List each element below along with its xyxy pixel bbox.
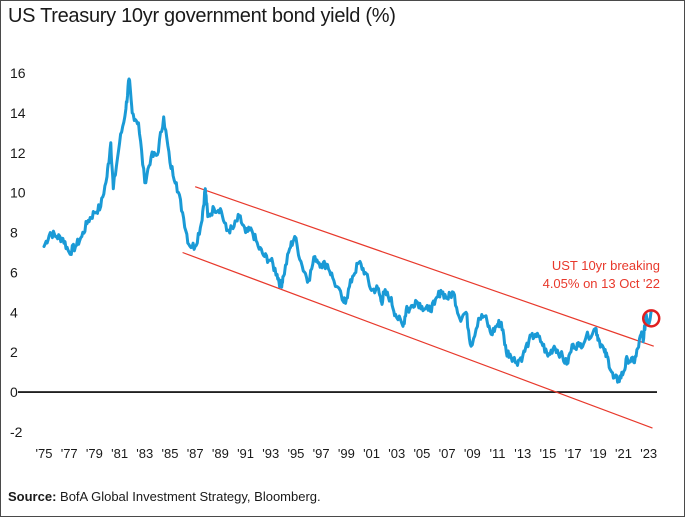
annotation-line-2: 4.05% on 13 Oct '22 bbox=[543, 276, 660, 291]
x-tick-label: '21 bbox=[615, 446, 632, 461]
chart-title: US Treasury 10yr government bond yield (… bbox=[8, 5, 396, 27]
x-tick-label: '03 bbox=[388, 446, 405, 461]
x-tick-label: '11 bbox=[490, 446, 506, 461]
x-tick-label: '05 bbox=[413, 446, 430, 461]
y-tick-label: -2 bbox=[10, 424, 23, 440]
y-tick-label: 2 bbox=[10, 344, 18, 360]
series-group bbox=[42, 77, 653, 384]
channel-line-upper bbox=[194, 186, 654, 347]
y-tick-label: 14 bbox=[10, 105, 26, 121]
x-tick-label: '17 bbox=[565, 446, 582, 461]
x-tick-label: '85 bbox=[162, 446, 179, 461]
x-tick-label: '81 bbox=[111, 446, 128, 461]
y-tick-label: 0 bbox=[10, 384, 18, 400]
y-tick-label: 8 bbox=[10, 225, 18, 241]
x-tick-label: '07 bbox=[439, 446, 456, 461]
source-label: Source: bbox=[8, 489, 57, 504]
y-tick-label: 10 bbox=[10, 185, 26, 201]
x-axis-ticks: '75 '77 '79 '81 '83 '85 '87 '89 '91 '93 '95 '97 '99 '… bbox=[36, 446, 658, 461]
x-tick-label: '79 bbox=[86, 446, 103, 461]
x-tick-label: '89 bbox=[212, 446, 229, 461]
y-tick-label: 4 bbox=[10, 304, 18, 320]
y-axis-ticks: 16 14 12 10 8 6 4 2 0 -2 bbox=[10, 65, 26, 440]
annotation-line-1: UST 10yr breaking bbox=[552, 258, 660, 273]
x-tick-label: '87 bbox=[187, 446, 204, 461]
x-tick-label: '93 bbox=[262, 446, 279, 461]
x-tick-label: '09 bbox=[464, 446, 481, 461]
y-tick-label: 6 bbox=[10, 264, 18, 280]
x-tick-label: '23 bbox=[640, 446, 657, 461]
x-tick-label: '01 bbox=[363, 446, 380, 461]
x-tick-label: '13 bbox=[514, 446, 531, 461]
source-note: Source: BofA Global Investment Strategy,… bbox=[8, 489, 321, 504]
highlight-circle bbox=[641, 309, 661, 328]
series-line-0 bbox=[42, 77, 653, 384]
source-text: BofA Global Investment Strategy, Bloombe… bbox=[56, 489, 321, 504]
x-tick-label: '91 bbox=[237, 446, 254, 461]
y-tick-label: 16 bbox=[10, 65, 26, 81]
x-tick-label: '99 bbox=[338, 446, 355, 461]
line-chart: 16 14 12 10 8 6 4 2 0 -2 '75 '77 '79 '81 '83 '85 '87 '89… bbox=[10, 65, 661, 461]
x-tick-label: '19 bbox=[590, 446, 607, 461]
x-tick-label: '97 bbox=[313, 446, 330, 461]
x-tick-label: '77 bbox=[61, 446, 78, 461]
channel-line-lower bbox=[182, 251, 653, 429]
x-tick-label: '83 bbox=[136, 446, 153, 461]
x-tick-label: '95 bbox=[287, 446, 304, 461]
trend-channel bbox=[182, 186, 654, 429]
y-tick-label: 12 bbox=[10, 145, 26, 161]
x-tick-label: '15 bbox=[539, 446, 556, 461]
x-tick-label: '75 bbox=[36, 446, 53, 461]
